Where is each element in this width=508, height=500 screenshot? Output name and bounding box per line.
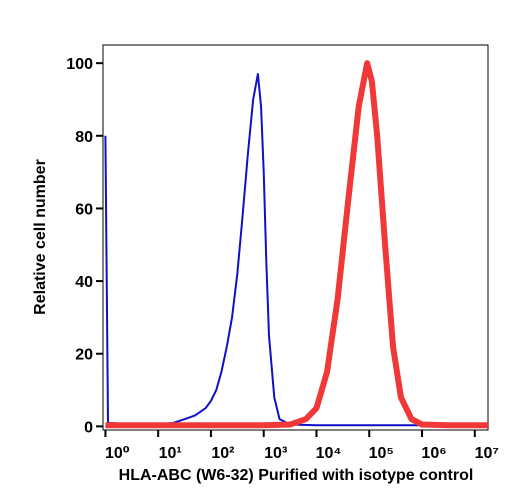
histogram-line [104, 73, 488, 427]
y-tick-label: 0 [84, 419, 93, 436]
y-tick-label: 40 [75, 274, 93, 291]
y-tick-label: 100 [66, 56, 93, 73]
x-axis-label: HLA-ABC (W6-32) Purified with isotype co… [119, 467, 474, 484]
x-tick-label: 10⁴ [316, 445, 342, 462]
x-tick-label: 10⁵ [369, 445, 394, 462]
x-tick-label: 10² [211, 445, 234, 462]
y-tick-label: 80 [75, 129, 93, 146]
x-tick-label: 10⁰ [105, 445, 130, 462]
x-tick-label: 10³ [264, 445, 287, 462]
histogram-line [105, 60, 488, 429]
x-tick-label: 10¹ [159, 445, 182, 462]
y-axis-label: Relative cell number [32, 159, 49, 315]
x-tick-label: 10⁶ [421, 445, 446, 462]
plot-frame [102, 44, 489, 431]
x-tick-label: 10⁷ [475, 445, 499, 462]
y-tick-label: 20 [75, 347, 93, 364]
y-tick-label: 60 [75, 201, 93, 218]
